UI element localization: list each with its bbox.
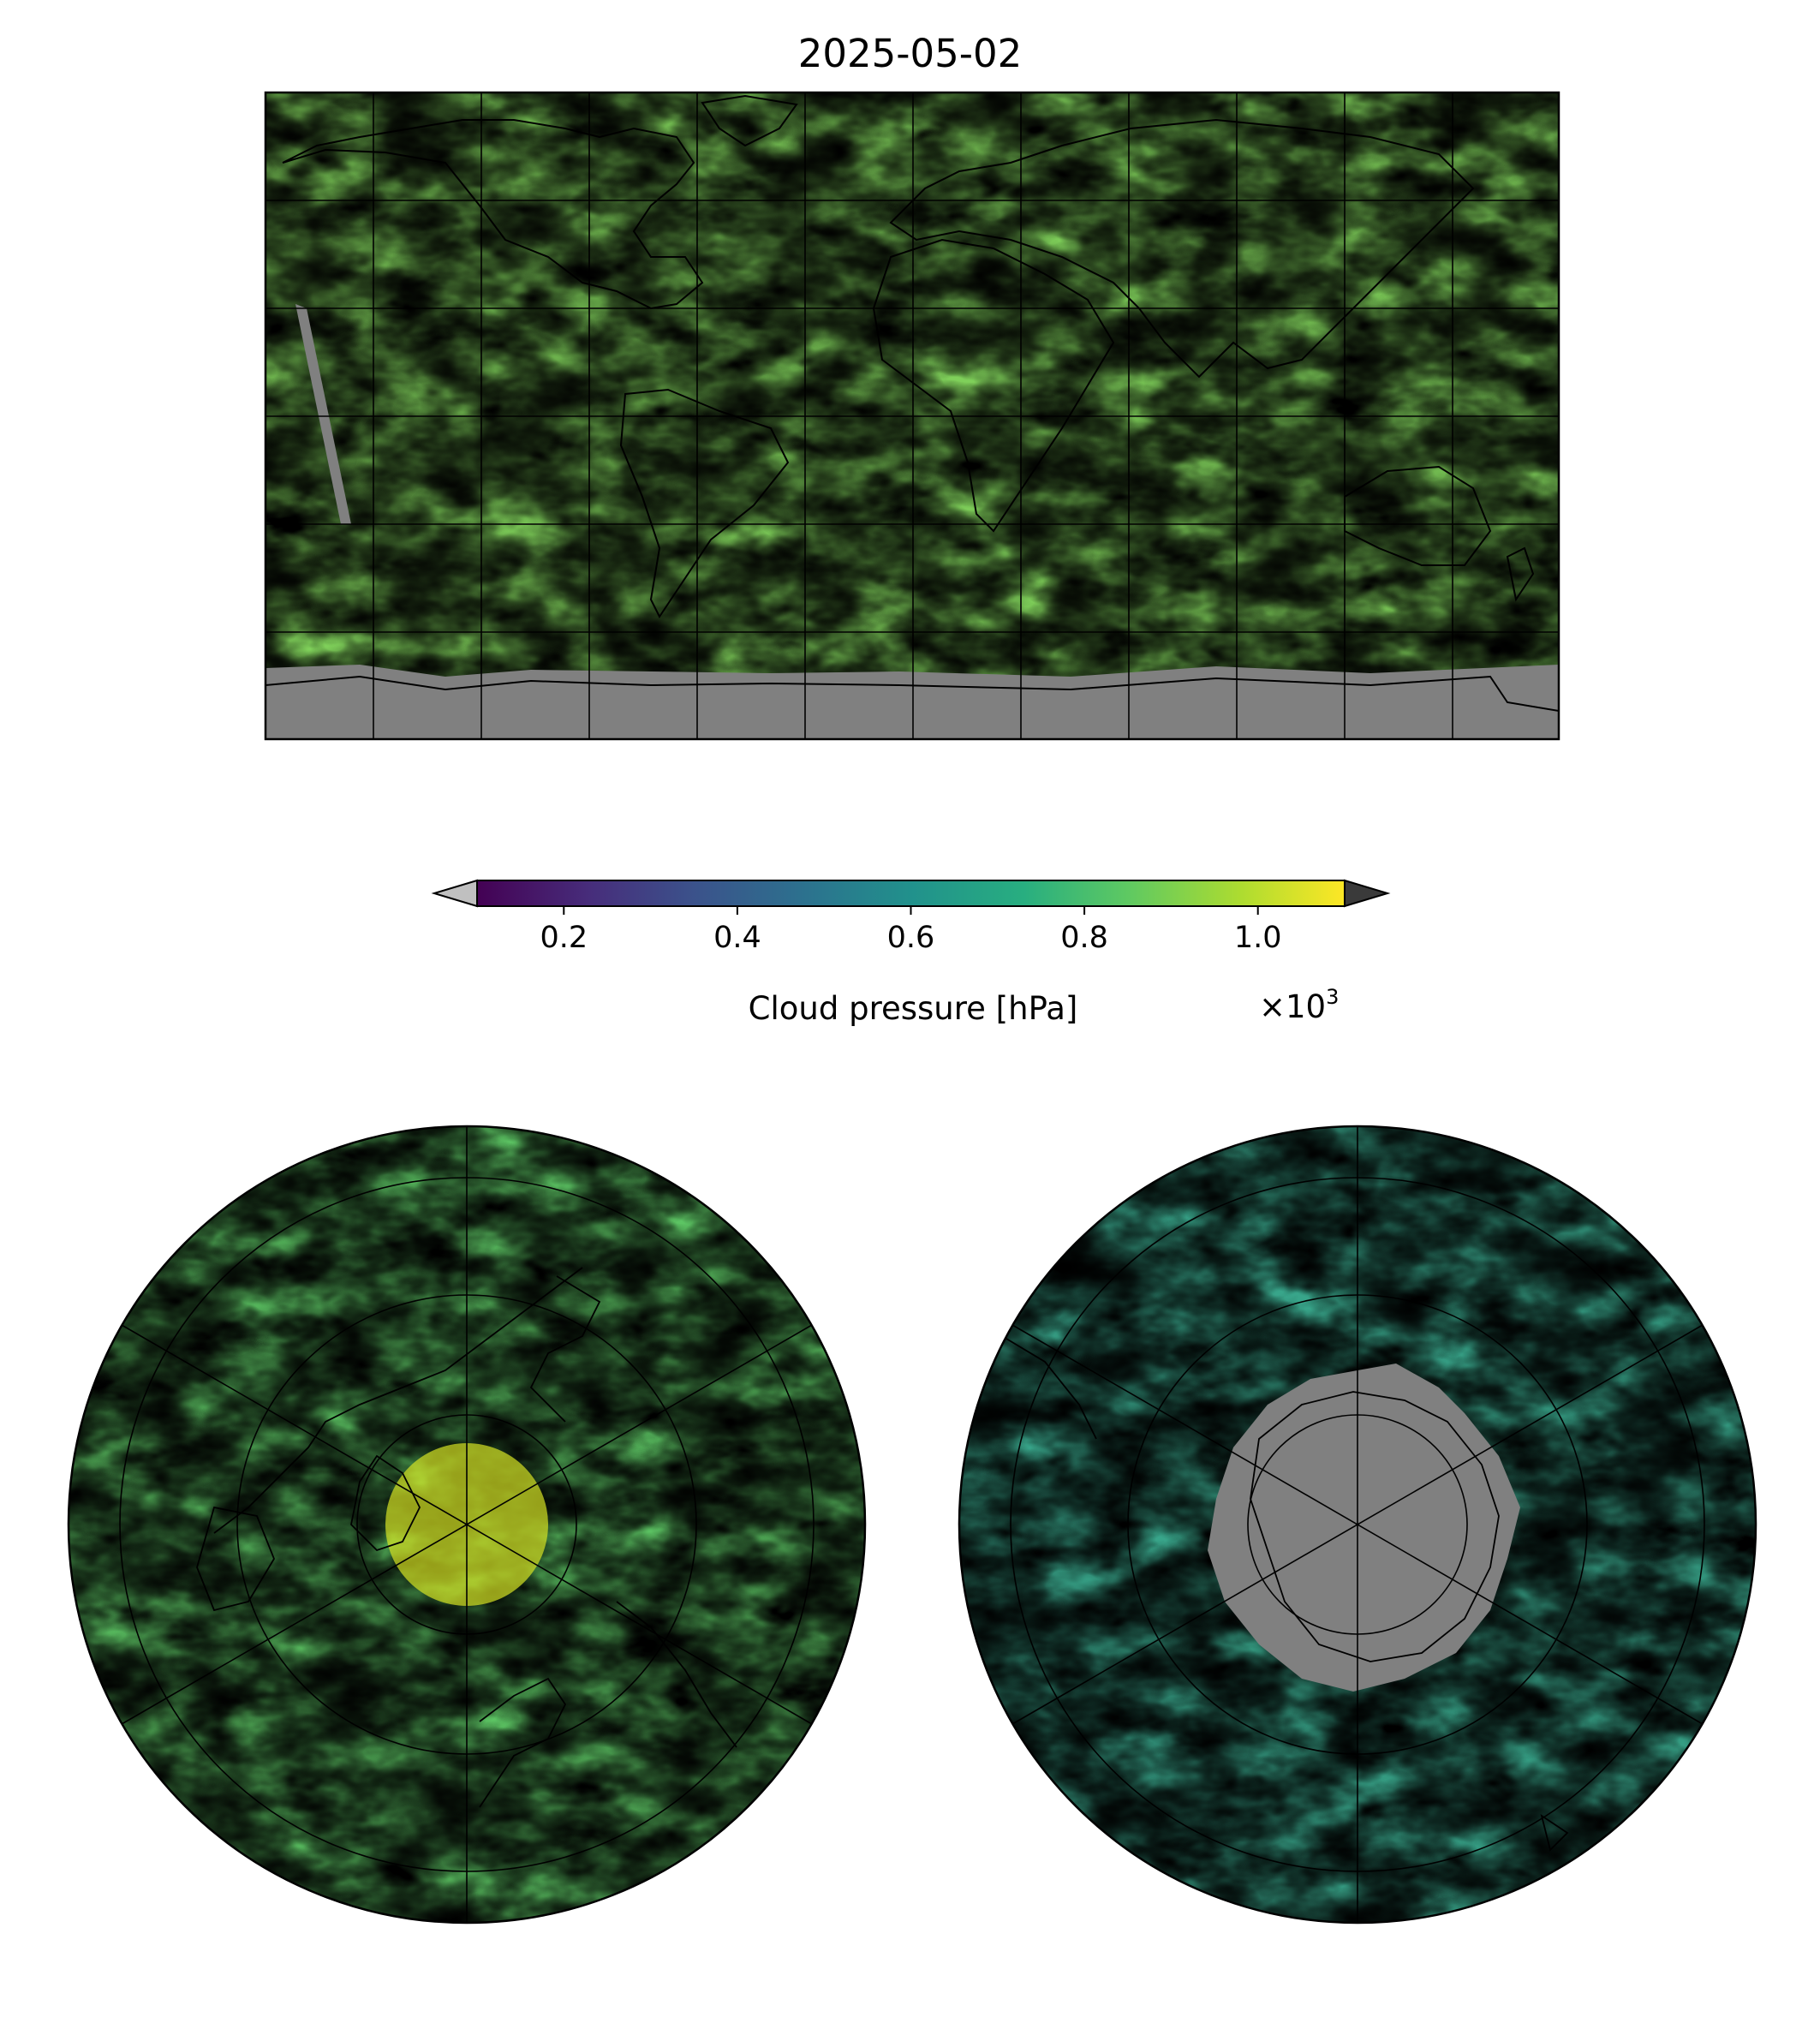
africa-coast xyxy=(872,238,1115,533)
colorbar-under-extension xyxy=(431,879,478,908)
australia-edge-coast xyxy=(1540,1813,1569,1852)
antarctica-coast xyxy=(1250,1391,1500,1662)
swath-gap xyxy=(295,304,351,524)
siberia-coast xyxy=(529,1275,601,1423)
figure-title: 2025-05-02 xyxy=(797,31,1023,76)
global-coastlines xyxy=(266,94,1559,712)
global-map xyxy=(266,92,1559,739)
south-map-frame xyxy=(958,1125,1757,1925)
new-zealand-coast xyxy=(1506,546,1535,602)
colorbar-multiplier-exponent: 3 xyxy=(1326,985,1339,1009)
north-coastlines xyxy=(196,1267,737,1808)
south-america-tip-coast xyxy=(1001,1335,1097,1440)
south-coastlines xyxy=(1001,1335,1569,1852)
colorbar-gradient xyxy=(477,880,1345,906)
australia-coast xyxy=(1344,465,1492,566)
colorbar-tick-label: 0.8 xyxy=(1060,921,1108,955)
colorbar-tick-label: 1.0 xyxy=(1234,921,1282,955)
colorbar-label: Cloud pressure [hPa] xyxy=(749,990,1078,1027)
north-map-frame xyxy=(67,1125,867,1925)
antarctica-coast xyxy=(266,675,1559,712)
eurasia-arctic-coast xyxy=(616,1601,737,1748)
colorbar-tick-label: 0.2 xyxy=(540,921,588,955)
global-map-frame xyxy=(264,91,1560,741)
greenland-coast xyxy=(701,94,798,147)
antarctica-missing-data xyxy=(266,665,1559,739)
scandinavia-coast xyxy=(479,1677,567,1808)
south-gridlines xyxy=(1010,1126,1705,1923)
colorbar-tick-label: 0.4 xyxy=(713,921,761,955)
colorbar-tick-label: 0.6 xyxy=(887,921,935,955)
north-gridlines xyxy=(119,1126,815,1923)
south-polar-map xyxy=(958,1125,1757,1925)
eurasia-coast xyxy=(889,118,1475,379)
south-america-coast xyxy=(619,388,790,618)
colorbar-ticks: 0.2 0.4 0.6 0.8 1.0 xyxy=(540,906,1282,955)
colorbar-multiplier-base: ×10 xyxy=(1259,988,1326,1025)
colorbar: 0.2 0.4 0.6 0.8 1.0 Cloud pressure [hPa] ×10… xyxy=(431,879,1391,1027)
colorbar-multiplier: ×103 xyxy=(1259,985,1339,1025)
greenland-coast xyxy=(196,1506,276,1612)
north-america-coast xyxy=(282,119,704,310)
colorbar-over-extension xyxy=(1344,879,1391,908)
north-polar-map xyxy=(67,1125,867,1925)
global-gridlines xyxy=(266,92,1559,739)
north-america-arctic-coast xyxy=(213,1267,583,1534)
canadian-archipelago-coast xyxy=(350,1454,421,1552)
